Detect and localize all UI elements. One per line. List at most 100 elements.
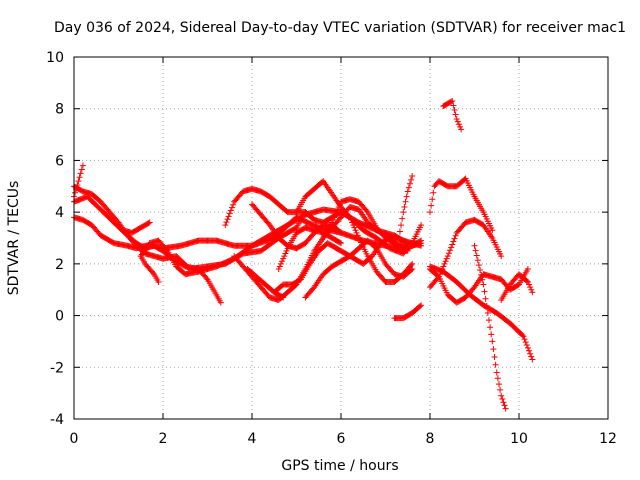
data-point [526,281,533,288]
series-arc24 [471,242,509,412]
data-point [471,242,478,249]
data-point [454,118,461,125]
data-point [283,247,290,254]
data-point [452,232,459,239]
y-tick-label: -4 [50,412,64,428]
data-point [444,253,451,260]
data-point [447,247,454,254]
data-point [500,399,507,406]
data-point [76,174,83,181]
data-point [449,241,456,248]
data-point [230,201,237,208]
data-point [332,211,339,218]
chart-title: Day 036 of 2024, Sidereal Day-to-day VTE… [54,20,626,36]
data-point [524,344,531,351]
data-point [226,210,233,217]
data-point [354,232,361,239]
series-arc7 [137,253,162,285]
series-arc20 [427,175,496,234]
data-point [481,288,488,295]
data-point [502,405,509,412]
y-tick-label: 8 [55,102,64,118]
data-point [527,350,534,357]
data-point [472,247,479,254]
data-point [498,253,505,260]
data-point [336,239,343,246]
data-point [499,395,506,402]
series-arc10 [244,266,287,301]
series-arc18 [391,302,425,322]
data-marks [71,97,536,412]
x-tick-label: 2 [159,431,168,447]
data-point [348,216,355,223]
data-point [345,213,352,220]
data-point [280,294,287,301]
data-point [227,207,234,214]
data-point [408,176,415,183]
x-tick-label: 10 [510,431,528,447]
data-point [282,250,289,257]
data-point [155,278,162,285]
data-point [429,196,436,203]
data-point [479,276,486,283]
grid-lines [74,57,608,419]
data-point [334,206,341,213]
data-point [440,263,447,270]
data-point [149,269,156,276]
data-point [492,361,499,368]
data-point [494,375,501,382]
data-point [490,346,497,353]
data-point [520,333,527,340]
data-point [353,229,360,236]
data-point [493,369,500,376]
data-point [418,222,425,229]
data-point [528,286,535,293]
data-point [521,336,528,343]
data-point [473,252,480,259]
data-point [350,222,357,229]
data-point [455,121,462,128]
data-point [487,324,494,331]
data-point [405,184,412,191]
data-point [441,260,448,267]
series-arc16 [320,196,425,249]
series-arc23 [427,263,536,363]
data-point [408,266,415,273]
data-point [335,203,342,210]
y-tick-label: -2 [50,360,64,376]
data-point [77,170,84,177]
data-point [488,331,495,338]
data-point [78,166,85,173]
data-point [363,207,370,214]
data-point [475,262,482,269]
data-point [434,272,441,279]
data-point [457,123,464,130]
data-point [522,339,529,346]
data-point [146,219,153,226]
series-arc15 [302,237,416,301]
data-point [404,188,411,195]
y-axis-label: SDTVAR / TECUs [6,181,22,296]
data-point [338,229,344,236]
data-point [418,302,425,309]
data-point [222,222,229,229]
data-point [203,275,210,282]
data-point [524,266,531,273]
x-tick-label: 12 [599,431,617,447]
y-tick-label: 10 [46,50,64,66]
data-point [482,295,489,302]
data-point [276,263,283,270]
series-arc14 [293,178,416,285]
data-point [75,178,82,185]
data-point [228,204,235,211]
series-arc17 [395,172,416,241]
data-point [448,244,455,251]
data-point [478,271,485,278]
data-point [398,222,405,229]
data-point [349,219,356,226]
series-arc25 [498,271,536,304]
data-point [406,180,413,187]
data-point [450,238,457,245]
data-point [404,247,411,254]
y-tick-label: 6 [55,153,64,169]
